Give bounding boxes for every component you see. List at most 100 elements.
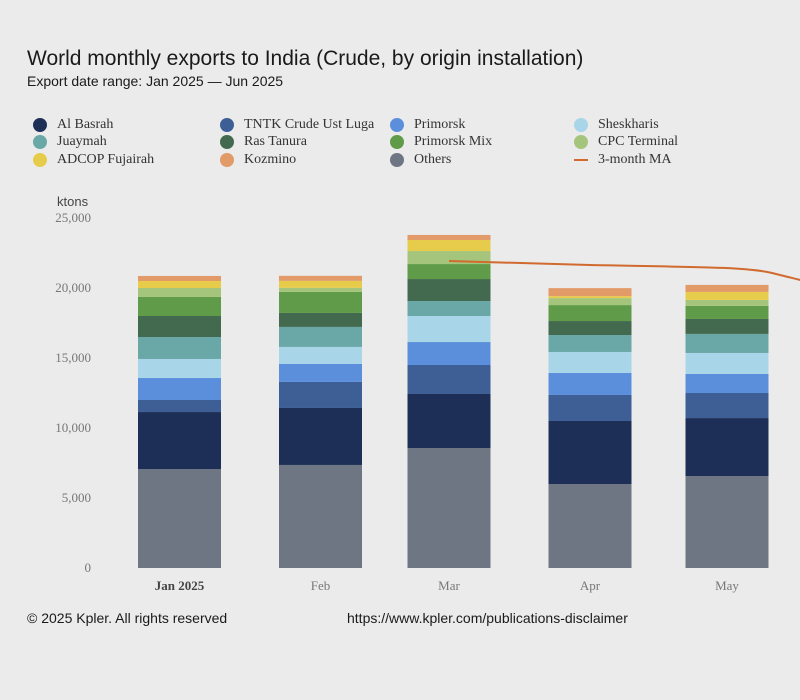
bar-segment[interactable]: Al Basrah: 4070 xyxy=(138,412,221,470)
bar-segment[interactable]: Primorsk: 1570 xyxy=(138,378,221,400)
x-tick-label: Mar xyxy=(438,578,460,593)
bar-segment[interactable]: Sheskharis: 1500 xyxy=(685,352,769,374)
bar-segment[interactable]: Others: 7360 xyxy=(279,464,362,568)
legend-dot-marker-icon xyxy=(390,135,404,149)
legend-item[interactable]: Kozmino xyxy=(220,151,296,168)
legend-label: Primorsk xyxy=(414,116,466,132)
bar-segment[interactable]: ADCOP Fujairah: 500 xyxy=(138,281,221,288)
bar-segment[interactable]: Others: 7070 xyxy=(138,469,221,568)
chart-title: World monthly exports to India (Crude, b… xyxy=(27,47,584,70)
bar-segment[interactable]: Juaymah: 1360 xyxy=(685,333,769,353)
bar-segment[interactable]: Sheskharis: 1360 xyxy=(138,358,221,379)
legend-item[interactable]: 3-month MA xyxy=(574,151,672,168)
bar-stack: Others: 7360Al Basrah: 4070TNTK Crude Us… xyxy=(279,275,362,568)
y-axis-unit-label: ktons xyxy=(57,194,89,209)
y-tick-label: 25,000 xyxy=(55,210,91,225)
copyright-text: © 2025 Kpler. All rights reserved xyxy=(27,610,228,626)
y-tick-label: 20,000 xyxy=(55,280,91,295)
bar-segment[interactable]: Ras Tanura: 1000 xyxy=(548,321,632,336)
bar-segment[interactable]: Juaymah: 1430 xyxy=(279,326,362,347)
bar-segment[interactable]: ADCOP Fujairah: 500 xyxy=(279,280,362,288)
bar-segment[interactable]: CPC Terminal: 640 xyxy=(138,288,221,297)
legend-label: Primorsk Mix xyxy=(414,134,493,149)
bar-segment[interactable]: Kozmino: 360 xyxy=(407,234,491,240)
legend-item[interactable]: Ras Tanura xyxy=(220,134,307,151)
legend-dot-marker-icon xyxy=(220,135,234,149)
bar-segment[interactable]: TNTK Crude Ust Luga: 2070 xyxy=(407,365,491,394)
legend-dot-marker-icon xyxy=(390,152,404,167)
moving-average-line[interactable] xyxy=(448,259,800,295)
bar-segment[interactable]: ADCOP Fujairah: 140 xyxy=(548,296,632,299)
bar-segment[interactable]: Sheskharis: 1210 xyxy=(279,346,362,364)
bar-segment[interactable]: ADCOP Fujairah: 790 xyxy=(407,239,491,252)
bar-segment[interactable]: Al Basrah: 4500 xyxy=(548,421,632,484)
bar-segment[interactable]: Primorsk: 1570 xyxy=(548,372,632,395)
bar-segment[interactable]: CPC Terminal: 290 xyxy=(279,287,362,292)
legend-label: Juaymah xyxy=(57,134,107,149)
bar-segment[interactable]: Primorsk Mix: 1500 xyxy=(279,291,362,313)
bar-segment[interactable]: Kozmino: 570 xyxy=(548,288,632,297)
bar-segment[interactable]: Ras Tanura: 1570 xyxy=(407,279,491,302)
bar-segment[interactable]: Al Basrah: 4140 xyxy=(685,418,769,477)
legend-dot-marker-icon xyxy=(220,152,234,167)
bar-segment[interactable]: Primorsk Mix: 1360 xyxy=(138,296,221,316)
legend-item[interactable]: Juaymah xyxy=(33,134,107,151)
bar-segment[interactable]: Sheskharis: 1500 xyxy=(548,351,632,373)
x-tick-label: Feb xyxy=(311,578,331,593)
legend-dot-marker-icon xyxy=(574,135,588,149)
legend-item[interactable]: Sheskharis xyxy=(574,116,659,133)
bar-segment[interactable]: Ras Tanura: 1500 xyxy=(138,316,221,337)
legend-dot-marker-icon xyxy=(220,117,234,132)
bar-segment[interactable]: Al Basrah: 3860 xyxy=(407,393,491,449)
legend-dot-marker-icon xyxy=(33,152,47,167)
bar-segment[interactable]: Al Basrah: 4070 xyxy=(279,407,362,465)
bar-segment[interactable]: TNTK Crude Ust Luga: 1860 xyxy=(548,394,632,421)
bar-segment[interactable]: Primorsk Mix: 930 xyxy=(685,305,769,319)
bar-segment[interactable]: CPC Terminal: 430 xyxy=(685,299,769,306)
bar-stack: Others: 6570Al Basrah: 4140TNTK Crude Us… xyxy=(685,284,769,568)
y-tick-label: 10,000 xyxy=(55,420,91,435)
bar-segment[interactable]: Others: 6570 xyxy=(685,476,769,568)
legend-label: ADCOP Fujairah xyxy=(57,151,155,167)
bar-segment[interactable]: Juaymah: 1210 xyxy=(548,335,632,352)
bar-segment[interactable]: Juaymah: 1070 xyxy=(407,301,491,316)
legend-item[interactable]: Primorsk Mix xyxy=(390,134,492,151)
bar-segment[interactable]: Primorsk: 1640 xyxy=(407,342,491,365)
y-tick-label: 15,000 xyxy=(55,350,91,365)
chart-subtitle: Export date range: Jan 2025 — Jun 2025 xyxy=(27,73,284,89)
bar-stack: Others: 6000Al Basrah: 4500TNTK Crude Us… xyxy=(548,288,632,568)
legend-dot-marker-icon xyxy=(33,135,47,149)
legend-item[interactable]: ADCOP Fujairah xyxy=(33,151,154,168)
bar-segment[interactable]: Primorsk Mix: 1140 xyxy=(548,305,632,322)
bar-segment[interactable]: Primorsk: 1290 xyxy=(279,363,362,382)
bar-segment[interactable]: Primorsk Mix: 1070 xyxy=(407,264,491,280)
x-tick-label: May xyxy=(715,578,739,593)
legend-item[interactable]: CPC Terminal xyxy=(574,134,678,151)
legend-item[interactable]: TNTK Crude Ust Luga xyxy=(220,116,374,133)
bar-segment[interactable]: Kozmino: 360 xyxy=(279,275,362,281)
bar-segment[interactable]: Primorsk: 1360 xyxy=(685,373,769,393)
legend-label: CPC Terminal xyxy=(598,134,679,149)
bar-segment[interactable]: TNTK Crude Ust Luga: 860 xyxy=(138,400,221,413)
bar-segment[interactable]: Kozmino: 360 xyxy=(138,275,221,281)
bar-segment[interactable]: Ras Tanura: 1000 xyxy=(279,312,362,327)
legend-label: Ras Tanura xyxy=(244,134,307,149)
bar-segment[interactable]: TNTK Crude Ust Luga: 1860 xyxy=(279,381,362,408)
legend-item[interactable]: Al Basrah xyxy=(33,116,113,133)
bar-segment[interactable]: ADCOP Fujairah: 570 xyxy=(685,291,769,300)
legend-label: Al Basrah xyxy=(57,116,114,132)
legend-item[interactable]: Others xyxy=(390,151,451,168)
disclaimer-link[interactable]: https://www.kpler.com/publications-discl… xyxy=(347,610,628,626)
bar-segment[interactable]: Others: 6000 xyxy=(548,484,632,568)
bar-segment[interactable]: Ras Tanura: 1070 xyxy=(685,318,769,334)
x-tick-label: Jan 2025 xyxy=(155,578,205,593)
legend-label: TNTK Crude Ust Luga xyxy=(244,116,375,132)
bar-segment[interactable]: Sheskharis: 1860 xyxy=(407,316,491,343)
legend-item[interactable]: Primorsk xyxy=(390,116,465,133)
bar-segment[interactable]: TNTK Crude Ust Luga: 1790 xyxy=(685,393,769,419)
bar-segment[interactable]: CPC Terminal: 500 xyxy=(548,298,632,306)
bar-segment[interactable]: Kozmino: 500 xyxy=(685,284,769,292)
legend-label: Others xyxy=(414,151,452,167)
bar-segment[interactable]: Others: 8570 xyxy=(407,448,491,568)
bar-segment[interactable]: Juaymah: 1570 xyxy=(138,337,221,359)
